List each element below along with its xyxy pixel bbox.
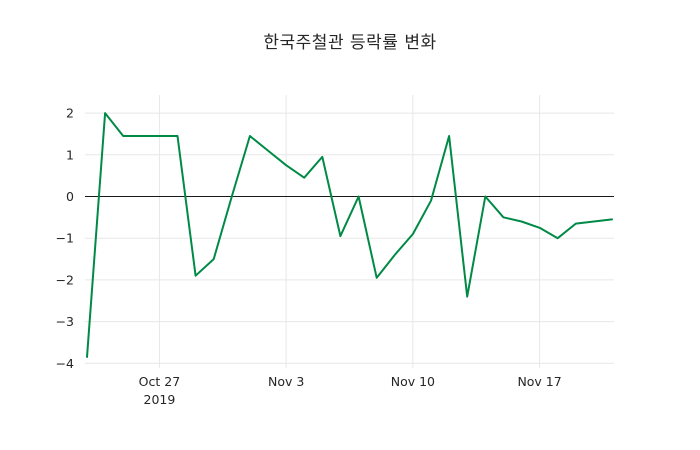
y-tick-label: 2 <box>66 106 74 121</box>
y-tick-label: −1 <box>56 231 74 246</box>
y-tick-label: 0 <box>66 189 74 204</box>
chart-title: 한국주철관 등락률 변화 <box>263 33 437 53</box>
x-tick-label: Nov 3 <box>268 374 304 389</box>
x-tick-year-label: 2019 <box>144 392 176 407</box>
y-tick-label: −4 <box>56 356 74 371</box>
x-tick-label: Nov 17 <box>517 374 561 389</box>
price-change-line <box>86 112 613 358</box>
y-tick-label: 1 <box>66 147 74 162</box>
x-tick-label: Nov 10 <box>391 374 435 389</box>
y-tick-label: −3 <box>56 314 74 329</box>
x-tick-label: Oct 27 <box>139 374 181 389</box>
y-tick-label: −2 <box>56 272 74 287</box>
